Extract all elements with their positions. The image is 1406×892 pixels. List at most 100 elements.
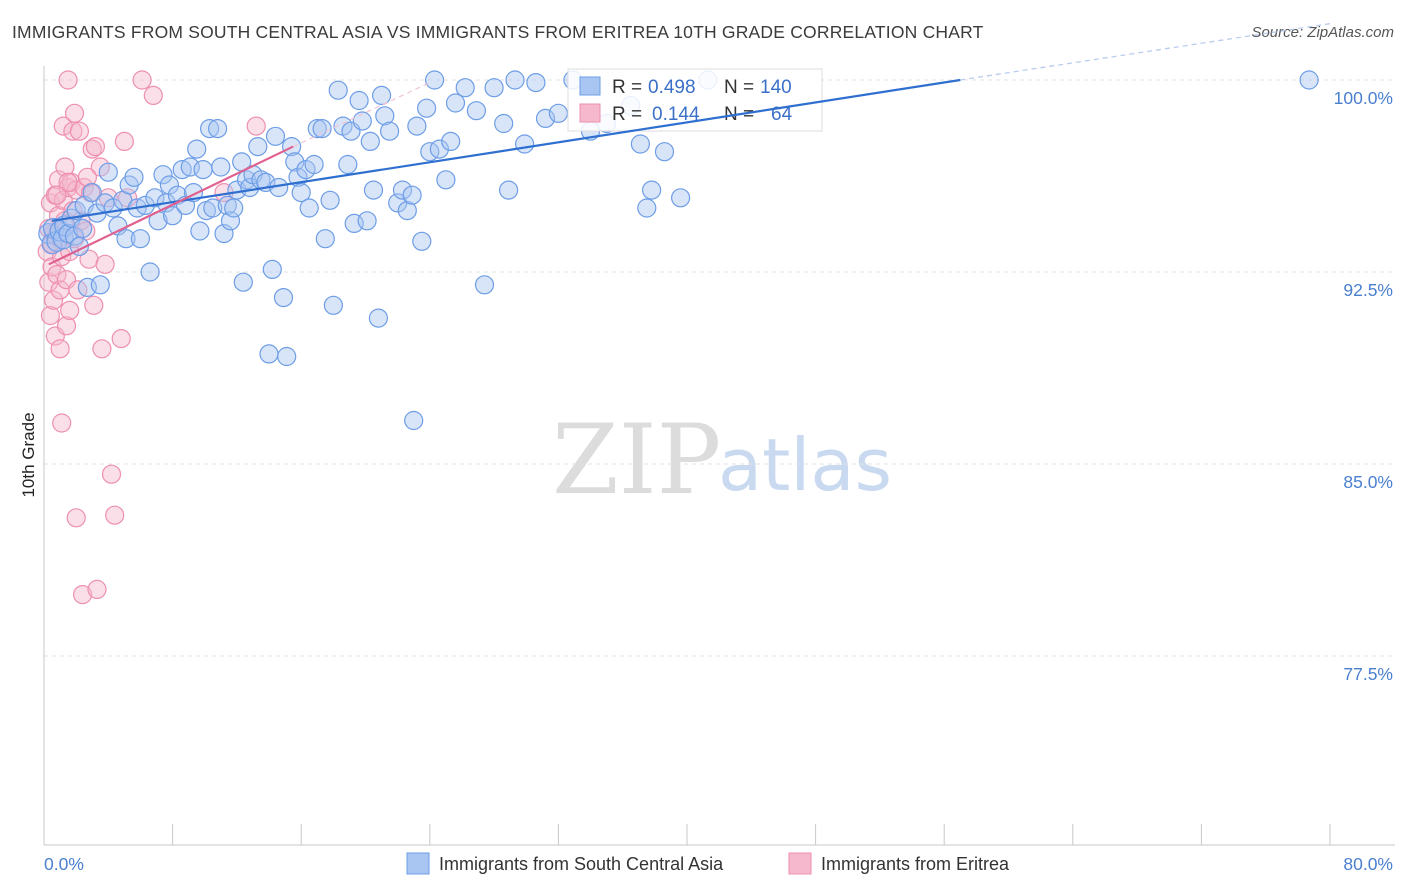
point-sca-19 xyxy=(98,162,118,182)
point-eri-39 xyxy=(72,584,93,605)
point-sca-63 xyxy=(262,259,282,279)
point-sca-93 xyxy=(380,121,400,141)
point-sca-86 xyxy=(352,111,372,131)
point-sca-42 xyxy=(190,221,210,241)
point-sca-85 xyxy=(349,90,369,111)
point-sca-87 xyxy=(357,211,377,231)
point-sca-9 xyxy=(64,226,85,246)
point-sca-25 xyxy=(124,167,144,187)
y-axis-label: 10th Grade xyxy=(19,412,38,497)
point-sca-77 xyxy=(315,229,335,249)
point-sca-45 xyxy=(200,119,220,139)
point-eri-37 xyxy=(69,121,90,141)
data-points xyxy=(37,70,1319,605)
legend-swatch-eritrea xyxy=(788,852,812,875)
point-sca-88 xyxy=(360,131,380,151)
point-sca-92 xyxy=(375,106,395,126)
stats-r-value-2: 0.144 xyxy=(652,104,700,125)
point-sca-108 xyxy=(466,101,486,121)
point-sca-15 xyxy=(82,183,102,203)
point-sca-80 xyxy=(328,80,348,100)
point-sca-32 xyxy=(153,165,173,185)
point-sca-35 xyxy=(163,206,183,226)
point-eri-28 xyxy=(60,300,80,320)
point-sca-113 xyxy=(505,70,525,90)
point-sca-105 xyxy=(441,131,461,151)
point-eri-57 xyxy=(132,70,152,90)
point-sca-99 xyxy=(412,231,432,251)
point-sca-52 xyxy=(224,198,244,218)
point-sca-17 xyxy=(90,275,110,295)
source-credit: Source: ZipAtlas.com xyxy=(1251,24,1394,41)
point-sca-109 xyxy=(474,275,495,295)
point-sca-79 xyxy=(323,295,343,315)
point-sca-117 xyxy=(548,103,569,123)
point-eri-47 xyxy=(87,579,107,600)
stats-r-label-1: R = xyxy=(612,77,642,98)
point-sca-125 xyxy=(654,142,675,162)
point-sca-64 xyxy=(265,126,286,146)
point-sca-122 xyxy=(630,134,651,154)
point-sca-115 xyxy=(526,72,546,93)
point-eri-18 xyxy=(52,413,72,433)
watermark-zip: ZIP xyxy=(552,404,721,516)
x-tick-labels: 0.0% 80.0% xyxy=(44,854,1393,874)
point-eri-49 xyxy=(92,339,112,359)
point-sca-110 xyxy=(484,78,504,98)
legend-swatch-south-central-asia xyxy=(406,852,430,875)
point-sca-71 xyxy=(291,183,311,203)
point-eri-46 xyxy=(85,137,106,157)
point-eri-61 xyxy=(58,172,78,192)
point-sca-41 xyxy=(187,139,207,159)
point-sca-102 xyxy=(425,70,445,90)
point-sca-95 xyxy=(392,180,413,200)
x-tick-label-min: 0.0% xyxy=(44,854,84,874)
trend-eri xyxy=(48,145,294,266)
point-sca-111 xyxy=(494,113,514,134)
point-sca-62 xyxy=(259,344,279,364)
point-sca-66 xyxy=(273,288,294,308)
stats-swatch-pink xyxy=(579,103,601,123)
point-eri-26 xyxy=(58,70,78,90)
x-tick-label-max: 80.0% xyxy=(1343,854,1393,874)
point-sca-46 xyxy=(203,198,223,218)
stats-n-value-1: 140 xyxy=(760,77,792,98)
point-sca-96 xyxy=(397,201,417,221)
point-sca-124 xyxy=(641,180,662,200)
watermark-atlas: atlas xyxy=(718,423,892,507)
point-eri-53 xyxy=(105,505,125,525)
point-sca-98 xyxy=(407,116,427,136)
point-sca-47 xyxy=(208,119,228,139)
point-eri-63 xyxy=(77,167,98,187)
point-sca-100 xyxy=(417,98,437,118)
point-sca-67 xyxy=(277,346,297,367)
trend-sca xyxy=(51,78,961,222)
point-eri-55 xyxy=(114,131,135,151)
point-eri-16 xyxy=(50,339,70,359)
stats-r-label-2: R = xyxy=(612,104,642,125)
point-sca-82 xyxy=(338,154,358,175)
point-sca-12 xyxy=(72,218,93,239)
stats-swatch-blue xyxy=(579,76,601,96)
chart-title: IMMIGRANTS FROM SOUTH CENTRAL ASIA VS IM… xyxy=(12,22,984,42)
point-eri-34 xyxy=(66,180,86,200)
point-eri-50 xyxy=(95,254,115,274)
point-sca-76 xyxy=(312,119,332,139)
point-sca-129 xyxy=(404,410,424,431)
point-sca-73 xyxy=(299,198,319,218)
point-sca-123 xyxy=(637,198,657,218)
point-sca-103 xyxy=(429,139,449,159)
point-sca-91 xyxy=(372,85,392,106)
point-eri-52 xyxy=(101,464,122,484)
point-eri-44 xyxy=(82,139,102,159)
legend: Immigrants from South Central Asia Immig… xyxy=(406,852,1010,875)
y-tick-labels: 100.0% 92.5% 85.0% 77.5% xyxy=(1334,88,1393,684)
point-sca-27 xyxy=(130,229,150,249)
y-tick-label-2: 85.0% xyxy=(1343,472,1393,492)
point-eri-8 xyxy=(43,290,64,310)
trend-lines xyxy=(48,23,1331,266)
point-sca-107 xyxy=(455,78,475,98)
point-sca-59 xyxy=(248,137,268,157)
trend-sca-extension xyxy=(960,23,1331,81)
